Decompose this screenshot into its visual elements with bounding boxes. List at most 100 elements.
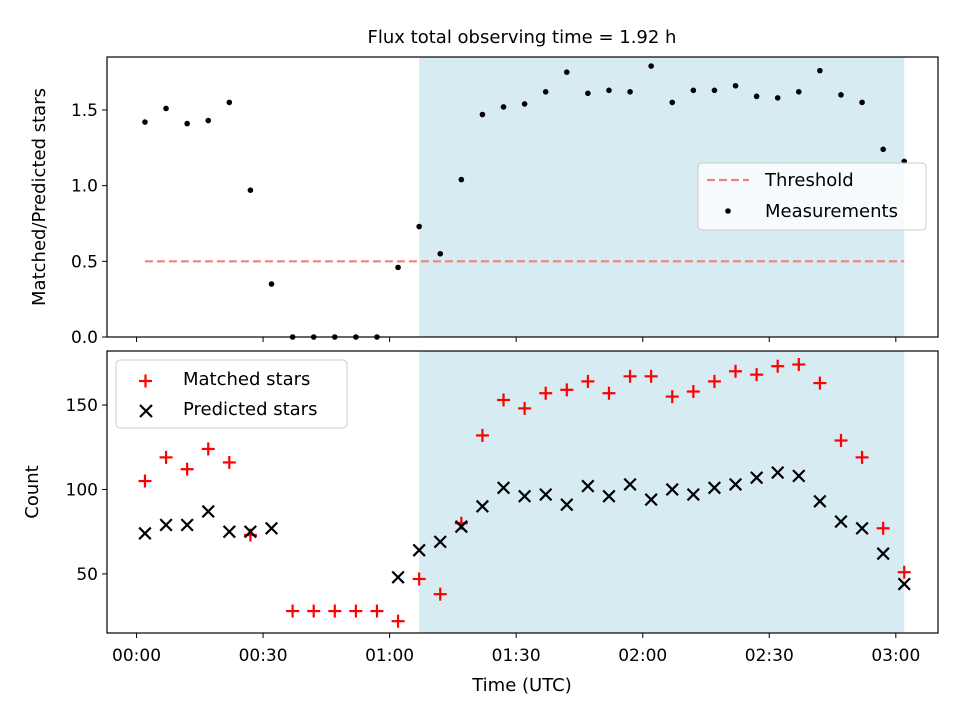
matched-legend-label: Matched stars [183,369,310,390]
top-y-axis-label: Matched/Predicted stars [29,88,50,306]
predicted-star-point [560,498,574,512]
matched-star-point [813,376,827,390]
measurement-point [458,176,465,183]
predicted-star-point [412,543,426,557]
predicted-star-point [243,525,257,539]
predicted-star-point [602,489,616,503]
predicted-star-point [665,482,679,497]
predicted-star-point [855,521,869,535]
predicted-star-point [750,471,764,485]
measurement-point [184,120,190,127]
matched-star-point [412,572,426,586]
matched-star-point [349,604,363,618]
predicted-stars-series [138,466,911,591]
bottom-y-tick-label: 100 [66,480,98,500]
predicted-star-point [623,477,637,491]
measurements-series [142,63,908,340]
measurement-point [521,101,528,107]
top-y-ticks: 0.0 0.5 1.0 1.5 [71,101,107,348]
matched-star-point [518,401,532,415]
bottom-y-tick-label: 150 [66,396,98,416]
measurement-point [817,67,823,74]
top-y-tick-label: 1.0 [71,177,98,197]
top-x-ticks [136,337,897,342]
bottom-axes-frame [106,350,939,634]
matched-star-point [433,587,447,601]
measurements-legend-label: Measurements [765,201,898,222]
measurement-point [585,90,591,97]
matched-legend-marker [139,374,152,388]
matched-star-point [623,369,637,383]
measurement-point [753,93,760,100]
matched-star-point [897,565,911,579]
measurement-point [542,89,549,95]
matched-star-point [138,474,152,488]
top-y-tick-label: 0.5 [71,252,98,272]
x-tick-label: 00:00 [112,646,161,666]
matched-star-point [665,390,679,404]
bottom-x-ticks: 00:00 00:30 01:00 01:30 02:00 02:30 03:00 [112,633,920,666]
top-legend-box [697,162,927,231]
predicted-star-point [138,526,152,540]
measurement-point [479,111,486,118]
measurement-point [563,69,570,75]
predicted-star-point [876,547,890,561]
predicted-star-point [728,477,743,491]
predicted-star-point [496,481,511,495]
measurement-point [795,89,802,95]
predicted-star-point [264,521,279,535]
top-y-tick-label: 1.5 [71,101,98,121]
matched-star-point [602,386,616,400]
predicted-legend-marker [139,404,153,418]
predicted-star-point [475,499,490,513]
matched-star-point [370,604,384,618]
x-axis-label: Time (UTC) [471,675,572,696]
matched-star-point [391,614,405,628]
predicted-star-point [686,487,700,502]
measurement-point [142,119,148,125]
predicted-legend-label: Predicted stars [183,399,317,420]
matched-star-point [328,604,342,618]
predicted-star-point [707,481,722,495]
matched-star-point [201,442,215,456]
x-tick-label: 02:30 [745,646,794,666]
predicted-star-point [518,489,532,503]
x-tick-label: 01:30 [492,646,541,666]
predicted-star-point [897,577,911,591]
matched-star-point [855,450,869,464]
matched-star-point [560,383,574,397]
matched-star-point [750,368,764,382]
top-panel: 0.0 0.5 1.0 1.5 Matched/Predicted stars Thr… [29,56,939,348]
measurement-point [627,89,633,95]
x-tick-label: 02:00 [618,646,667,666]
x-tick-label: 01:00 [365,646,414,666]
predicted-star-point [792,469,806,483]
matched-star-point [222,455,236,469]
matched-star-point [771,359,785,373]
top-y-tick-label: 0.0 [71,328,98,348]
bottom-legend: Matched stars Predicted stars [115,359,348,429]
bottom-y-axis-label: Count [22,465,43,518]
top-axes-frame [106,56,939,338]
measurement-point [247,187,254,193]
threshold-legend-label: Threshold [764,170,854,191]
x-tick-label: 03:00 [871,646,920,666]
measurement-point [606,87,612,94]
measurement-point [859,99,865,106]
matched-star-point [286,604,300,618]
matched-star-point [475,428,489,442]
predicted-star-point [159,518,173,532]
measurement-point [774,95,781,101]
chart-title: Flux total observing time = 1.92 h [368,27,677,48]
measurement-point [416,223,422,230]
matched-star-point [729,364,743,378]
predicted-star-point [539,487,553,502]
predicted-star-point [834,514,848,529]
matched-star-point [834,433,848,447]
measurement-point [437,250,444,257]
matched-star-point [497,393,511,407]
bottom-legend-box [115,359,348,429]
matched-star-point [539,386,553,400]
